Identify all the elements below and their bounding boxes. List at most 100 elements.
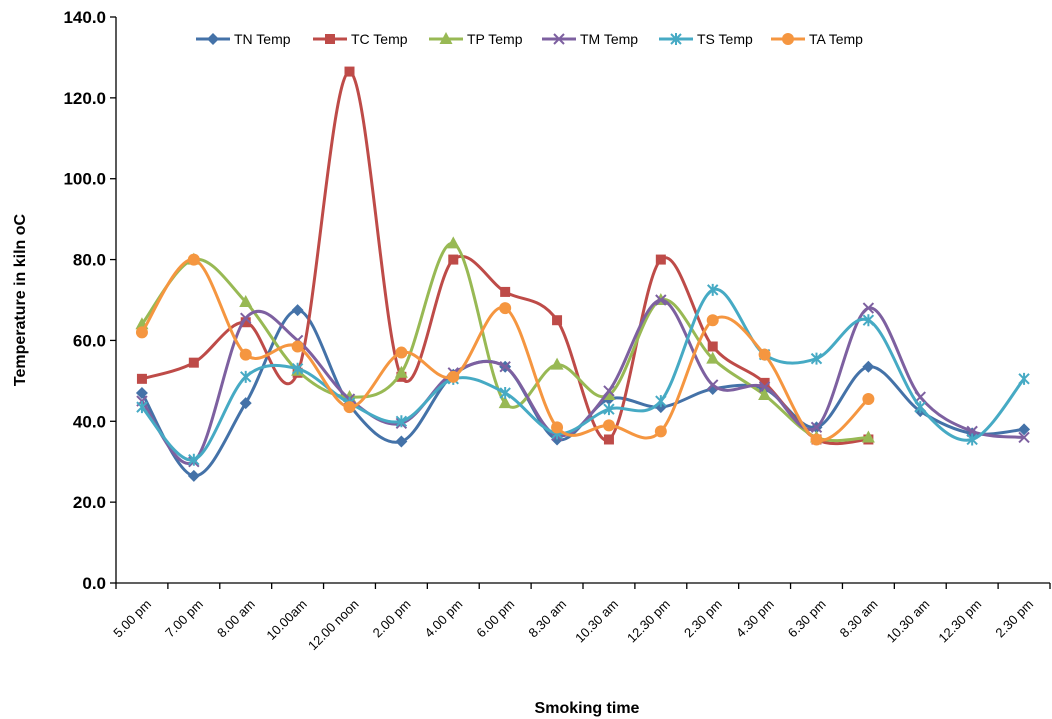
data-point-ts-temp — [707, 283, 719, 296]
data-point-tm-temp — [603, 385, 615, 397]
data-point-tc-temp — [759, 377, 770, 388]
y-tick-label: 100.0 — [63, 170, 106, 189]
data-point-ts-temp — [188, 453, 200, 466]
y-tick-label: 120.0 — [63, 89, 106, 108]
data-point-ts-temp — [914, 401, 926, 414]
data-point-tm-temp — [499, 360, 511, 373]
y-tick-label: 20.0 — [73, 493, 106, 512]
x-tick-label: 2.30 pm — [681, 597, 725, 641]
data-point-tc-temp — [552, 315, 563, 326]
data-point-tp-temp — [446, 236, 460, 249]
y-tick-label: 0.0 — [82, 574, 106, 593]
legend-marker — [439, 32, 453, 44]
data-point-ta-temp — [551, 421, 564, 434]
data-point-tn-temp — [187, 469, 200, 482]
series-ta-temp — [135, 253, 875, 446]
data-point-tn-temp — [1018, 423, 1031, 436]
y-axis: 0.0 20.0 40.0 60.0 80.0 100.0 120.0 140.0 — [63, 8, 117, 593]
data-point-ta-temp — [758, 348, 771, 361]
data-point-tp-temp — [498, 396, 512, 409]
data-point-ts-temp — [136, 401, 148, 414]
data-point-ts-temp — [499, 386, 511, 399]
data-point-tp-temp — [706, 351, 720, 364]
data-point-tp-temp — [861, 430, 875, 443]
data-point-tm-temp — [655, 294, 667, 306]
data-point-ts-temp — [1018, 372, 1030, 385]
data-point-tm-temp — [862, 302, 875, 314]
y-axis-title: Temperature in kiln oC — [12, 213, 29, 386]
data-point-ta-temp — [447, 370, 460, 383]
legend-item-ta-temp: TA Temp — [771, 31, 863, 47]
x-tick-label: 2.00 pm — [370, 597, 414, 641]
legend-marker — [207, 33, 219, 45]
data-point-tp-temp — [239, 295, 253, 308]
data-point-tn-temp — [862, 360, 875, 373]
legend-item-ts-temp: TS Temp — [659, 31, 753, 47]
data-point-ta-temp — [291, 340, 304, 353]
y-tick-label: 60.0 — [73, 331, 106, 350]
data-point-tm-temp — [966, 425, 978, 438]
legend-label: TS Temp — [697, 31, 753, 47]
data-point-ta-temp — [187, 253, 200, 266]
legend-item-tc-temp: TC Temp — [313, 31, 408, 47]
data-point-tp-temp — [550, 357, 564, 370]
x-tick-label: 10.30 am — [883, 597, 932, 646]
data-point-tc-temp — [448, 254, 459, 265]
data-point-ts-temp — [810, 352, 823, 365]
x-tick-label: 12.00 noon — [305, 597, 362, 654]
plot-area — [135, 66, 1031, 482]
legend-marker — [670, 33, 682, 45]
data-point-ta-temp — [343, 401, 356, 414]
data-point-tp-temp — [394, 365, 408, 378]
data-point-ts-temp — [655, 395, 667, 408]
series-line-ta-temp — [140, 258, 870, 442]
x-tick-label: 4.30 pm — [733, 597, 777, 641]
data-point-tc-temp — [603, 434, 614, 445]
data-point-tc-temp — [655, 254, 666, 265]
legend-label: TA Temp — [809, 31, 863, 47]
data-point-ta-temp — [135, 326, 148, 339]
legend-item-tn-temp: TN Temp — [196, 31, 291, 47]
x-tick-label: 7.00 pm — [162, 597, 206, 641]
series-line-tp-temp — [140, 241, 869, 443]
series-tm-temp — [136, 294, 1030, 468]
data-point-ta-temp — [654, 425, 667, 438]
data-point-tc-temp — [500, 286, 511, 297]
x-axis-title: Smoking time — [535, 700, 640, 717]
data-point-ts-temp — [395, 415, 408, 428]
y-tick-label: 40.0 — [73, 412, 106, 431]
data-point-tn-temp — [291, 304, 304, 317]
data-point-tm-temp — [1018, 431, 1030, 444]
legend-label: TP Temp — [467, 31, 523, 47]
data-point-tn-temp — [395, 435, 408, 448]
series-tc-temp — [136, 66, 874, 446]
x-tick-label: 6.30 pm — [785, 597, 829, 641]
x-tick-label: 8.30 am — [837, 597, 881, 641]
x-tick-label: 12.30 pm — [624, 597, 673, 646]
data-point-tc-temp — [344, 66, 355, 77]
data-point-ts-temp — [862, 314, 875, 327]
data-point-ta-temp — [602, 419, 615, 432]
data-point-ta-temp — [862, 393, 875, 406]
data-point-tm-temp — [707, 379, 719, 391]
data-point-ts-temp — [966, 433, 978, 446]
legend-label: TC Temp — [351, 31, 408, 47]
data-point-ta-temp — [395, 346, 408, 359]
data-point-tc-temp — [188, 357, 199, 368]
legend-label: TN Temp — [234, 31, 291, 47]
x-tick-label: 10.00am — [263, 597, 309, 643]
legend: TN Temp TC Temp TP Temp TM Temp TS Temp TA Te… — [196, 31, 863, 47]
x-tick-label: 8.30 am — [525, 597, 569, 641]
data-point-tn-temp — [135, 386, 148, 399]
data-point-ta-temp — [499, 302, 512, 315]
data-point-tm-temp — [758, 381, 771, 393]
x-tick-label: 10.30 am — [572, 597, 621, 646]
data-point-tc-temp — [136, 373, 147, 384]
data-point-ta-temp — [239, 348, 252, 361]
data-point-ts-temp — [240, 370, 252, 383]
data-point-tc-temp — [707, 341, 718, 352]
legend-label: TM Temp — [580, 31, 638, 47]
x-tick-label: 2.30 pm — [992, 597, 1036, 641]
